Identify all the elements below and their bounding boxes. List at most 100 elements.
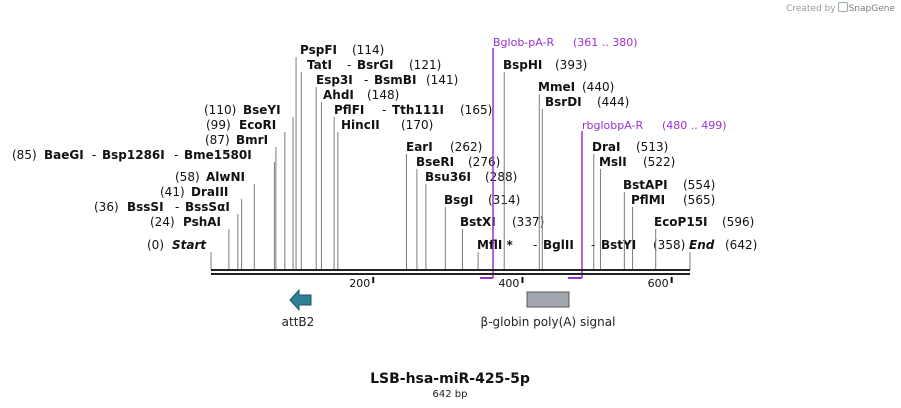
site-baegi[interactable]: (85) BaeGI - Bsp1286I - Bme1580I: [12, 148, 275, 270]
site-start[interactable]: (0) Start: [147, 238, 212, 270]
site-hincii[interactable]: HincII (170): [337, 118, 433, 270]
site-bmri[interactable]: (87) BmrI: [205, 133, 277, 270]
site-bsrdi[interactable]: BsrDI (444): [541, 95, 629, 270]
site-eari[interactable]: EarI (262): [405, 140, 482, 270]
site-mfli[interactable]: MflI * - BglII - BstYI (358): [477, 238, 685, 270]
site-draiii[interactable]: (41) DraIII: [160, 185, 243, 270]
site-mmei[interactable]: MmeI (440): [538, 80, 614, 270]
site-pshai[interactable]: (24) PshAI: [150, 215, 230, 270]
feature-label: attB2: [282, 315, 315, 329]
site-position: (121): [409, 58, 441, 72]
site-position: (642): [725, 238, 757, 252]
site-name: BsmBI: [374, 73, 416, 87]
site-position: (554): [683, 178, 715, 192]
site-separator: -: [382, 103, 386, 117]
ruler-tick-label: 600: [648, 277, 669, 290]
site-pflfi[interactable]: PflFI - Tth111I (165): [333, 103, 492, 270]
snapgene-logo-icon: [837, 2, 848, 12]
site-name: PflFI: [334, 103, 364, 117]
site-position: (337): [512, 215, 544, 229]
site-name: EcoP15I: [654, 215, 708, 229]
site-esp3i[interactable]: Esp3I - BsmBI (141): [315, 73, 458, 270]
site-position: (99): [206, 118, 231, 132]
site-name: Bme1580I: [184, 148, 252, 162]
plasmid-length: 642 bp: [433, 389, 468, 400]
feature-label: β-globin poly(A) signal: [481, 315, 616, 329]
site-name: PshAI: [183, 215, 221, 229]
feature-arrow-icon: [289, 288, 312, 312]
site-separator: -: [364, 73, 368, 87]
site-pspfi[interactable]: PspFI (114): [295, 43, 384, 270]
site-separator: -: [533, 238, 537, 252]
site-name: Esp3I: [316, 73, 353, 87]
credit-prefix: Created by: [786, 4, 836, 14]
features: attB2 β-globin poly(A) signal: [282, 288, 616, 329]
site-bstapi[interactable]: BstAPI (554): [623, 178, 715, 270]
site-name: EcoRI: [239, 118, 276, 132]
site-bsgi[interactable]: BsgI (314): [444, 193, 520, 270]
site-position: (165): [460, 103, 492, 117]
site-ecop15i[interactable]: EcoP15I (596): [654, 215, 754, 270]
site-position: (36): [94, 200, 119, 214]
site-tati[interactable]: TatI - BsrGI (121): [300, 58, 441, 270]
site-name: BaeGI: [44, 148, 84, 162]
ruler-tick-label: 200: [349, 277, 370, 290]
site-name: End: [689, 238, 715, 252]
site-position: (85): [12, 148, 37, 162]
primers: Bglob-pA-R (361 .. 380) rbglobpA-R (480 .. …: [480, 36, 727, 279]
snapgene-credit: Created by SnapGene: [786, 2, 895, 14]
site-name: BseYI: [243, 103, 281, 117]
feature-box: [526, 291, 570, 308]
site-bstxi[interactable]: BstXI (337): [460, 215, 544, 270]
site-separator: -: [591, 238, 595, 252]
site-position: (58): [175, 170, 200, 184]
primer-bglob[interactable]: Bglob-pA-R (361 .. 380): [480, 36, 638, 279]
site-name: BstAPI: [623, 178, 668, 192]
site-position: (393): [555, 58, 587, 72]
site-name: Start: [172, 238, 207, 252]
credit-brand: SnapGene: [848, 4, 895, 14]
site-name: DraIII: [191, 185, 228, 199]
site-separator: -: [92, 148, 96, 162]
site-name: BstXI: [460, 215, 496, 229]
site-position: (110): [204, 103, 236, 117]
feature-attb2[interactable]: attB2: [282, 288, 315, 329]
sequence-backbone: [211, 269, 690, 275]
site-name: BsrDI: [545, 95, 582, 109]
site-name: BmrI: [236, 133, 268, 147]
site-position: (288): [485, 170, 517, 184]
site-separator: -: [174, 148, 178, 162]
ruler: 200 400 600: [349, 277, 673, 290]
site-name: BsgI: [444, 193, 473, 207]
site-position: (41): [160, 185, 185, 199]
site-position: (170): [401, 118, 433, 132]
ruler-tick-label: 400: [498, 277, 519, 290]
site-msli[interactable]: MslI (522): [599, 155, 675, 270]
site-name: Bsp1286I: [102, 148, 165, 162]
site-position: (0): [147, 238, 164, 252]
feature-polya[interactable]: β-globin poly(A) signal: [481, 291, 616, 329]
site-name: BsrGI: [357, 58, 394, 72]
site-name: Bsu36I: [425, 170, 471, 184]
plasmid-name: LSB-hsa-miR-425-5p: [370, 371, 530, 387]
site-name: BglII: [543, 238, 574, 252]
site-ahdi[interactable]: AhdI (148): [320, 88, 399, 270]
primer-rbglob[interactable]: rbglobpA-R (480 .. 499): [568, 119, 727, 279]
site-position: (513): [636, 140, 668, 154]
site-name: HincII: [341, 118, 380, 132]
site-ecori[interactable]: (99) EcoRI: [206, 118, 286, 270]
site-name: TatI: [307, 58, 332, 72]
site-name: BseRI: [416, 155, 454, 169]
site-alwni[interactable]: (58) AlwNI: [175, 170, 255, 270]
site-bseri[interactable]: BseRI (276): [416, 155, 500, 270]
site-position: (141): [426, 73, 458, 87]
site-bsphi[interactable]: BspHI (393): [503, 58, 587, 270]
site-name: PflMI: [631, 193, 665, 207]
site-bsssi[interactable]: (36) BssSI - BssSαI: [94, 200, 239, 270]
site-bseyi[interactable]: (110) BseYI: [204, 103, 294, 270]
site-name: MslI: [599, 155, 627, 169]
site-end[interactable]: End (642): [689, 238, 757, 270]
site-drai[interactable]: DraI (513): [592, 140, 668, 270]
site-position: (522): [643, 155, 675, 169]
site-pflmi[interactable]: PflMI (565): [631, 193, 715, 270]
